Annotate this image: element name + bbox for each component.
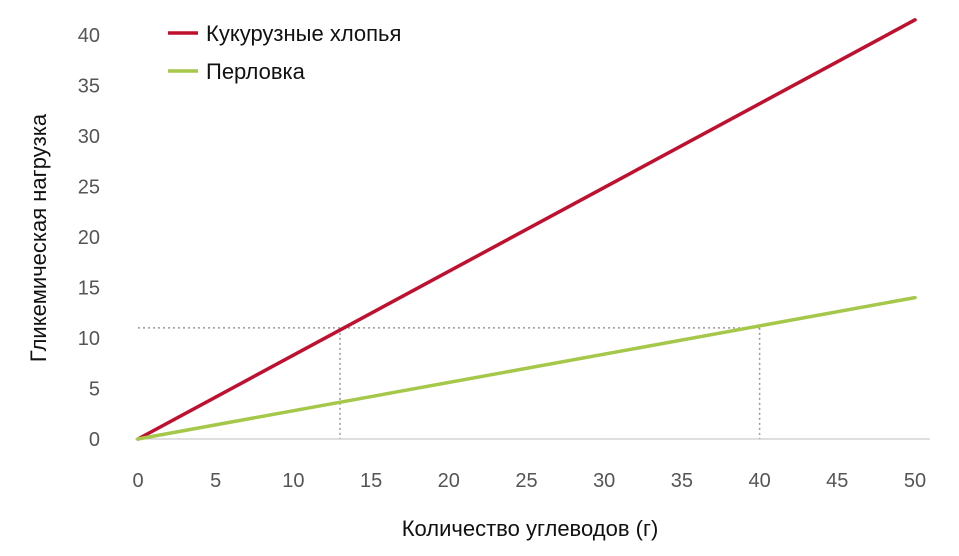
y-tick-label: 20: [78, 227, 100, 249]
x-tick-label: 15: [360, 470, 382, 492]
x-tick-label: 35: [671, 470, 693, 492]
x-tick-labels: 0 5 10 15 20 25 30 35 40 45 50: [132, 470, 926, 492]
x-tick-label: 30: [593, 470, 615, 492]
y-tick-label: 35: [78, 76, 100, 98]
x-tick-label: 45: [826, 470, 848, 492]
legend: Кукурузные хлопья Перловка: [168, 21, 401, 84]
x-axis-title: Количество углеводов (г): [402, 516, 659, 541]
legend-label-corn-flakes: Кукурузные хлопья: [206, 21, 401, 46]
y-tick-label: 0: [89, 429, 100, 451]
legend-label-barley: Перловка: [206, 59, 306, 84]
y-tick-label: 30: [78, 126, 100, 148]
series-line-corn-flakes: [136, 18, 917, 441]
y-tick-labels: 0 5 10 15 20 25 30 35 40: [78, 25, 100, 451]
x-tick-label: 0: [132, 470, 143, 492]
y-tick-label: 25: [78, 177, 100, 199]
x-tick-label: 5: [210, 470, 221, 492]
x-tick-label: 40: [748, 470, 770, 492]
series-lines: [136, 18, 917, 441]
y-tick-label: 40: [78, 25, 100, 47]
x-tick-label: 20: [438, 470, 460, 492]
y-tick-label: 5: [89, 379, 100, 401]
y-tick-label: 15: [78, 278, 100, 300]
y-tick-label: 10: [78, 328, 100, 350]
x-tick-label: 25: [515, 470, 537, 492]
y-axis-title: Гликемическая нагрузка: [26, 113, 51, 362]
x-tick-label: 10: [282, 470, 304, 492]
series-line-barley: [136, 295, 917, 441]
reference-lines: [138, 327, 761, 439]
x-tick-label: 50: [904, 470, 926, 492]
